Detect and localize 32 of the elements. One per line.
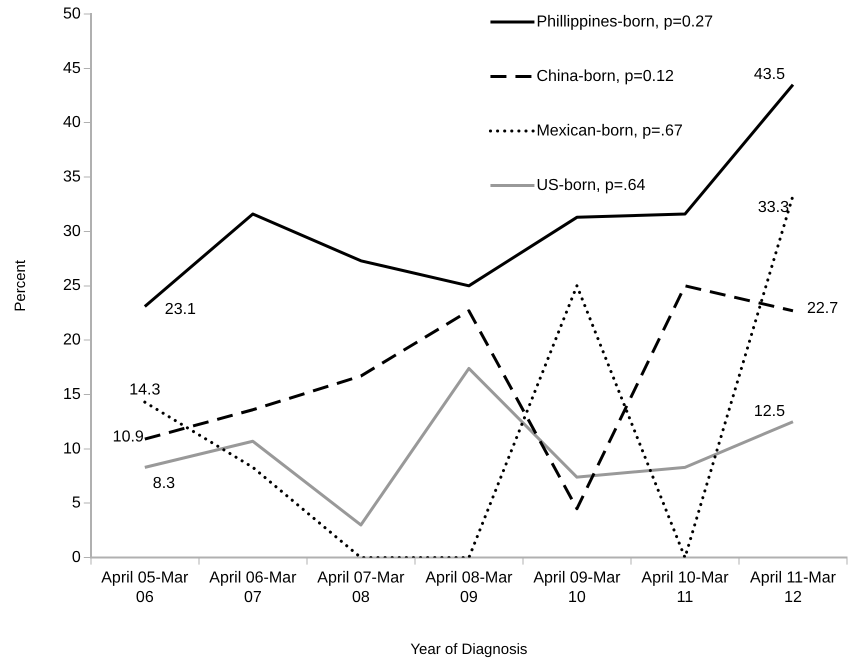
y-tick-label: 30 [63,222,81,240]
data-label: 12.5 [754,403,786,420]
y-tick-label: 15 [63,386,81,403]
y-tick-label: 0 [72,549,81,566]
y-tick-label: 20 [63,332,81,349]
x-tick-label: April 08-Mar 09 [425,570,514,606]
x-tick-label: April 09-Mar 10 [533,570,622,606]
legend-label: Mexican-born, p=.67 [536,122,683,140]
legend-label: China-born, p=0.12 [536,68,674,85]
data-label: 8.3 [152,474,176,492]
data-label: 23.1 [164,300,196,318]
y-tick-label: 45 [63,60,81,77]
y-tick-label: 25 [63,277,81,294]
y-tick-label: 10 [63,440,81,458]
data-label: 14.3 [129,382,160,399]
data-label: 43.5 [754,66,786,84]
x-tick-label: April 06-Mar 07 [209,570,298,606]
data-label: 22.7 [806,300,838,318]
y-tick-label: 5 [72,494,81,512]
y-tick-label: 35 [63,168,81,186]
x-tick-label: April 10-Mar 11 [641,570,730,606]
y-tick-label: 40 [63,114,81,132]
y-axis-title: Percent [12,259,30,312]
legend-label: US-born, p=.64 [536,176,646,194]
data-label: 33.3 [758,198,790,216]
data-label: 10.9 [112,428,144,446]
x-tick-label: April 11-Mar 12 [750,570,837,606]
x-axis-title: Year of Diagnosis [410,641,528,658]
x-tick-label: April 07-Mar 08 [317,570,406,606]
y-tick-label: 50 [63,5,81,22]
legend-label: Phillippines-born, p=0.27 [536,13,714,30]
x-tick-label: April 05-Mar 06 [101,570,190,606]
